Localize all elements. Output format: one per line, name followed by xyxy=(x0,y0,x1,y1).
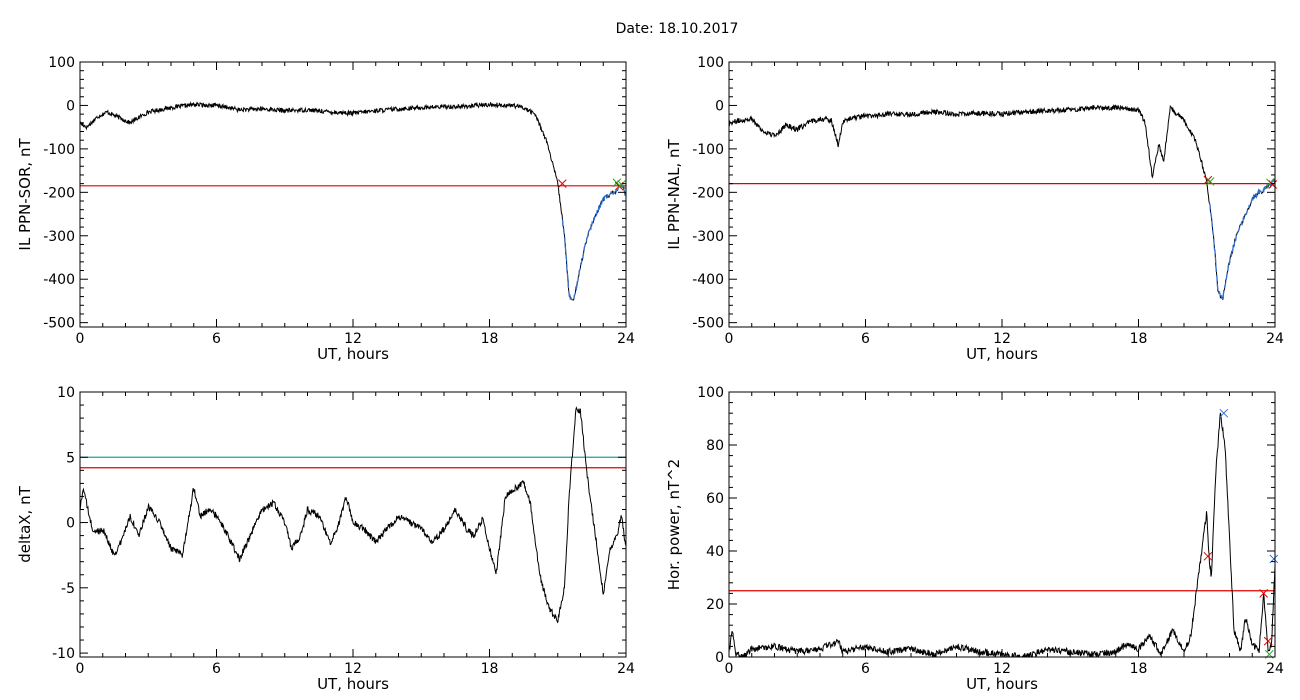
y-tick-label: 80 xyxy=(706,438,724,454)
marker-blue xyxy=(1219,408,1229,418)
marker-green xyxy=(617,180,626,189)
x-tick-label: 18 xyxy=(1130,331,1148,347)
y-axis-label: IL PPN-SOR, nT xyxy=(16,138,34,251)
panel-ppn-sor: 0 6 12 18 24 -500 -400 -300 -200 -100 0 100 UT, hour… xyxy=(16,55,635,363)
marker-red xyxy=(1203,551,1213,561)
x-axis-label: UT, hours xyxy=(966,345,1038,363)
x-tick-label: 12 xyxy=(344,331,362,347)
y-tick-label: -200 xyxy=(43,185,75,201)
y-axis-label: IL PPN-NAL, nT xyxy=(665,139,683,250)
x-tick-label: 24 xyxy=(1266,331,1284,347)
series-line xyxy=(729,412,1275,657)
x-tick-label: 0 xyxy=(76,331,85,347)
y-tick-label: 0 xyxy=(66,516,75,532)
x-axis-label: UT, hours xyxy=(966,675,1038,693)
y-tick-label: 0 xyxy=(715,650,724,666)
y-tick-label: 100 xyxy=(48,55,75,71)
x-axis-label: UT, hours xyxy=(317,675,389,693)
plot-frame xyxy=(728,61,1276,328)
y-tick-label: -5 xyxy=(61,581,75,597)
y-tick-label: 20 xyxy=(706,597,724,613)
x-tick-label: 18 xyxy=(481,661,499,677)
y-tick-label: -300 xyxy=(43,229,75,245)
x-tick-label: 6 xyxy=(212,331,221,347)
y-tick-label: 0 xyxy=(66,98,75,114)
figure-title: Date: 18.10.2017 xyxy=(616,21,739,37)
y-tick-label: 5 xyxy=(66,450,75,466)
y-tick-label: -300 xyxy=(692,229,724,245)
y-tick-label: -500 xyxy=(692,316,724,332)
y-tick-label: -400 xyxy=(43,272,75,288)
x-tick-label: 6 xyxy=(212,661,221,677)
x-tick-label: 12 xyxy=(993,661,1011,677)
y-tick-label: -100 xyxy=(692,142,724,158)
x-tick-label: 0 xyxy=(725,331,734,347)
y-tick-label: 40 xyxy=(706,544,724,560)
x-tick-label: 24 xyxy=(617,661,635,677)
y-tick-label: 100 xyxy=(697,55,724,71)
x-tick-label: 24 xyxy=(1266,661,1284,677)
marker-red xyxy=(1203,175,1213,185)
highlight-segment xyxy=(561,183,626,301)
panel-hor-power: 0 6 12 18 24 0 20 40 60 80 100 UT, hours Hor. power,… xyxy=(665,385,1284,693)
panel-deltax: 0 6 12 18 24 -10 -5 0 5 10 UT, hours deltaX, nT xyxy=(16,385,635,693)
y-tick-label: -500 xyxy=(43,316,75,332)
series-line xyxy=(80,406,626,624)
marker-red xyxy=(1263,636,1273,646)
y-tick-label: 10 xyxy=(57,385,75,401)
x-tick-label: 12 xyxy=(344,661,362,677)
marker-red xyxy=(557,179,567,188)
x-tick-label: 6 xyxy=(861,331,870,347)
x-tick-label: 24 xyxy=(617,331,635,347)
y-tick-label: -200 xyxy=(692,185,724,201)
y-tick-label: -10 xyxy=(52,646,75,662)
y-tick-label: -100 xyxy=(43,142,75,158)
series-line xyxy=(729,104,1275,301)
y-tick-label: -400 xyxy=(692,272,724,288)
plot-frame xyxy=(79,391,627,658)
highlight-segment xyxy=(1208,178,1275,301)
y-axis-label: deltaX, nT xyxy=(16,485,34,562)
x-tick-label: 18 xyxy=(1130,661,1148,677)
plot-frame xyxy=(79,61,627,328)
y-axis-label: Hor. power, nT^2 xyxy=(665,459,683,590)
x-tick-label: 12 xyxy=(993,331,1011,347)
x-tick-label: 6 xyxy=(861,661,870,677)
marker-red xyxy=(1259,589,1268,598)
panel-ppn-nal: 0 6 12 18 24 -500 -400 -300 -200 -100 0 100 UT, hour… xyxy=(665,55,1284,363)
x-tick-label: 18 xyxy=(481,331,499,347)
y-tick-label: 100 xyxy=(697,385,724,401)
y-tick-label: 0 xyxy=(715,98,724,114)
x-axis-label: UT, hours xyxy=(317,345,389,363)
x-tick-label: 0 xyxy=(76,661,85,677)
y-tick-label: 60 xyxy=(706,491,724,507)
x-tick-label: 0 xyxy=(725,661,734,677)
marker-green xyxy=(1205,177,1215,186)
series-line xyxy=(80,101,626,301)
